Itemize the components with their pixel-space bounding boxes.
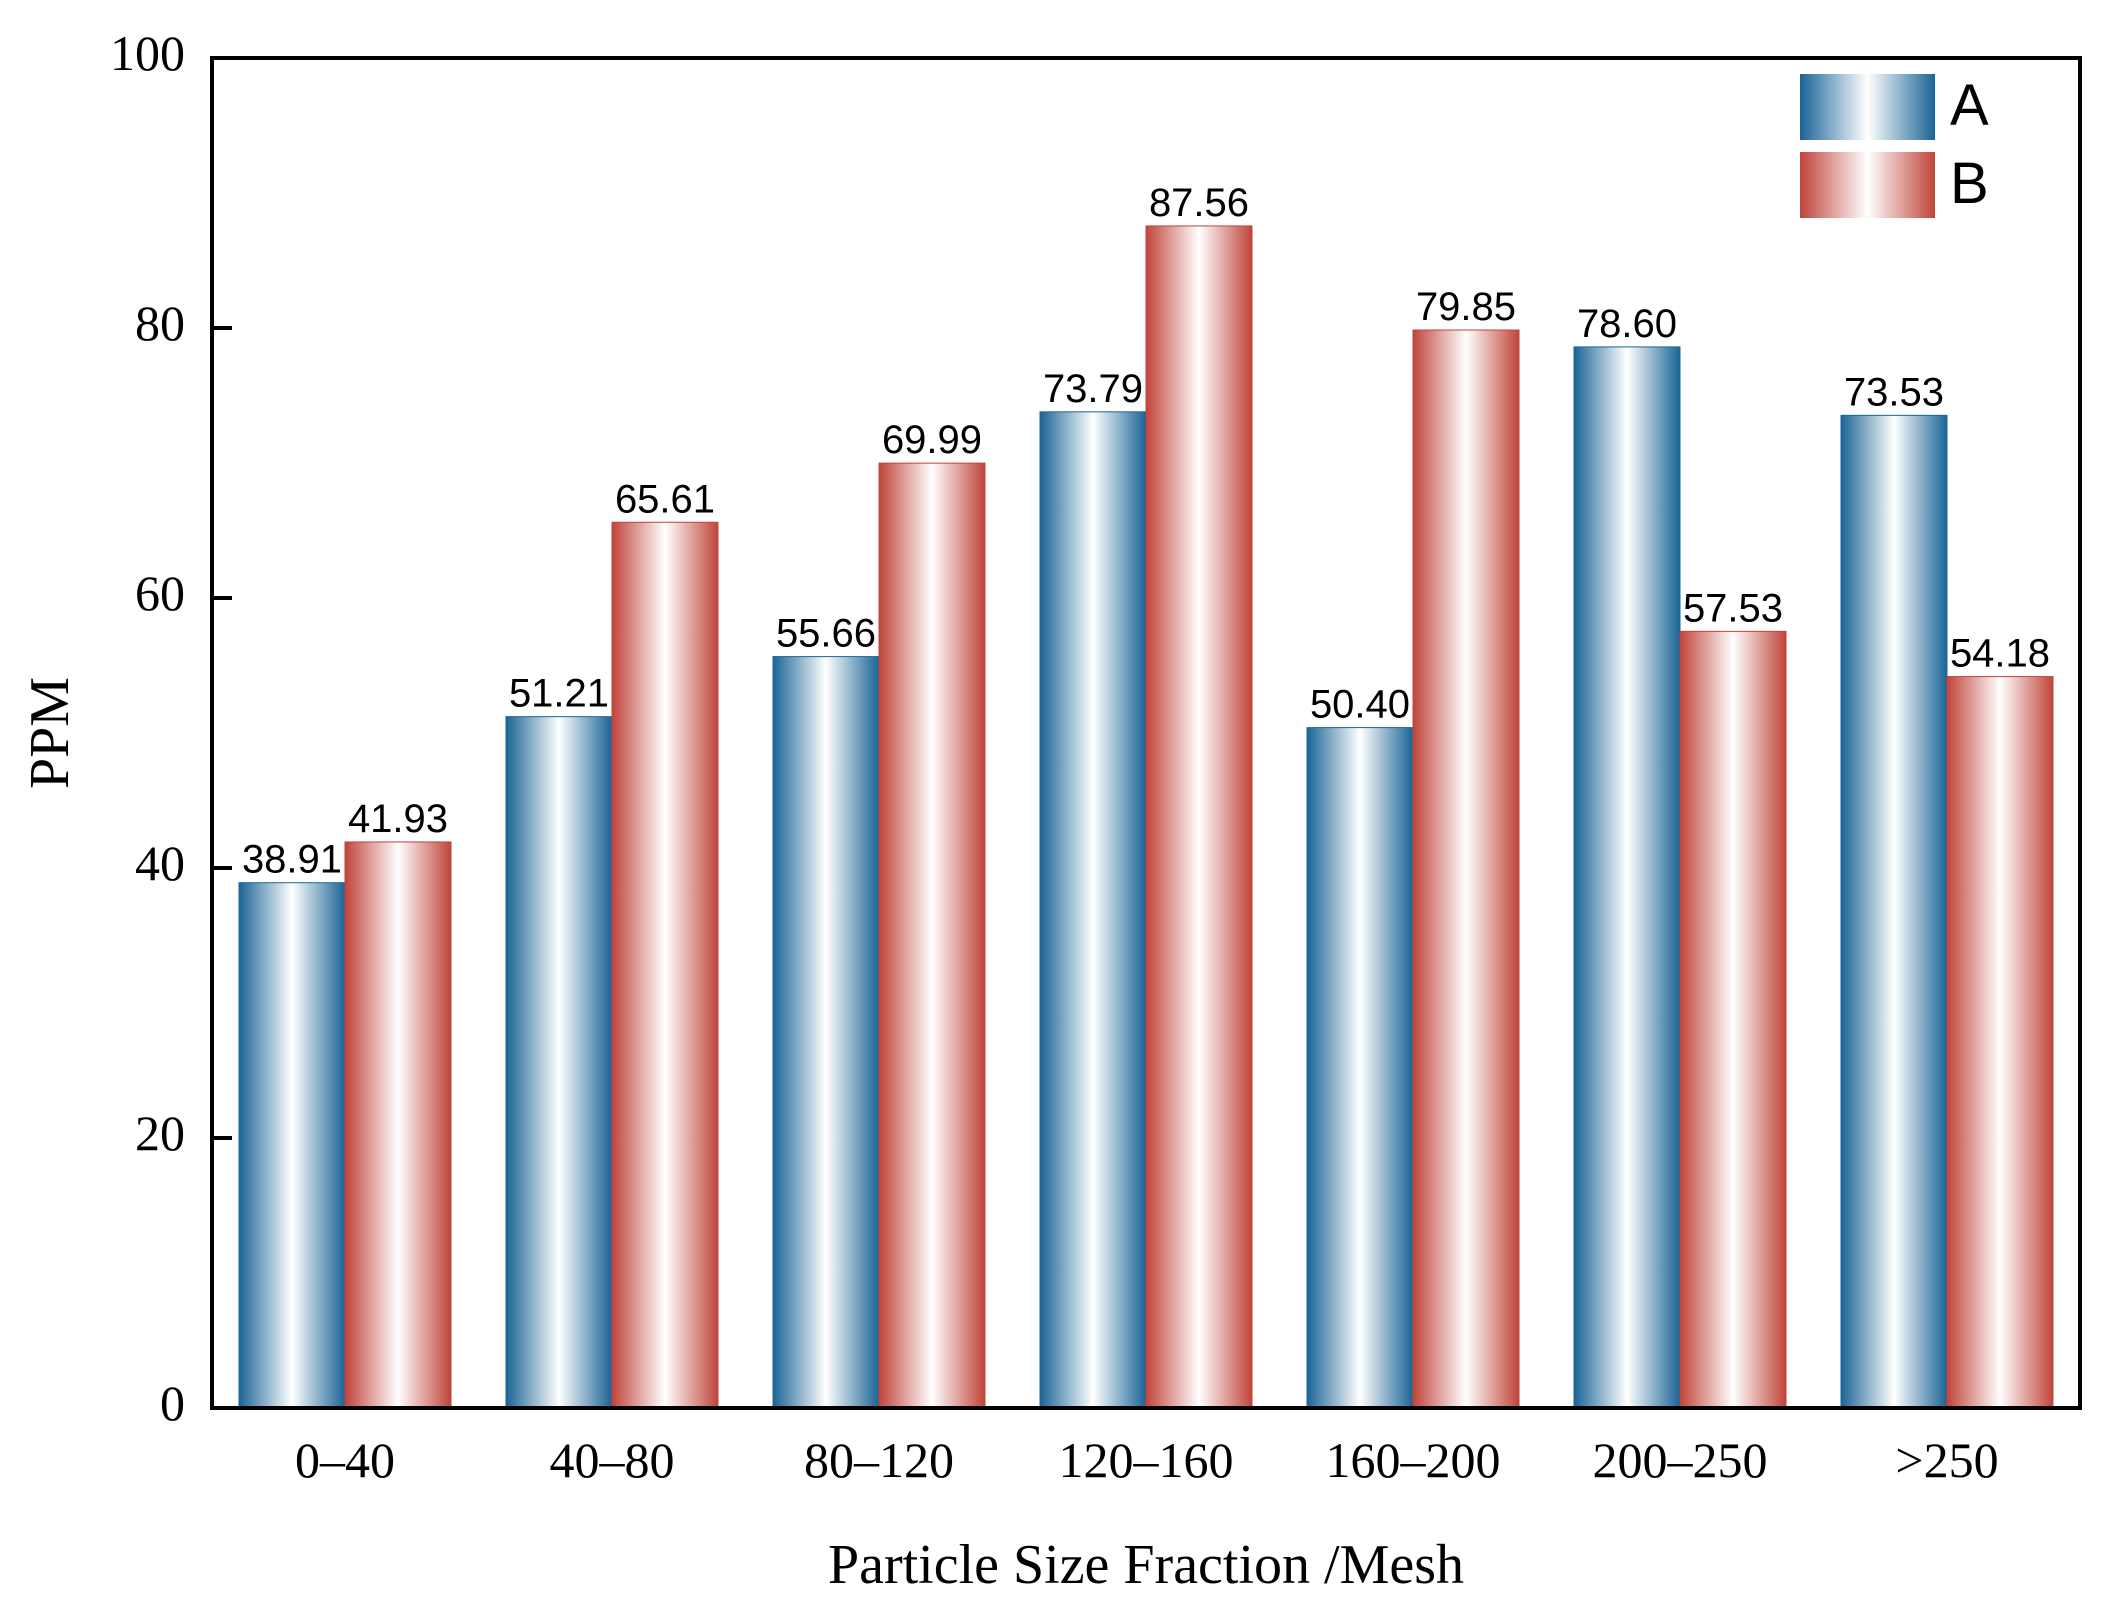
y-tick-label-4: 80 — [135, 295, 185, 351]
bar-b-2 — [878, 462, 986, 1409]
bar-a-3 — [1039, 411, 1147, 1409]
plot-frame — [210, 56, 2082, 1410]
bar-b-1 — [611, 521, 719, 1409]
y-tick-label-1: 20 — [135, 1105, 185, 1161]
data-label-a-5: 78.60 — [1577, 302, 1677, 346]
bar-series-group — [238, 225, 2054, 1409]
data-label-a-3: 73.79 — [1043, 367, 1143, 411]
data-label-b-2: 69.99 — [882, 418, 982, 462]
x-tick-label-5: 200–250 — [1593, 1432, 1768, 1488]
x-tick-label-6: >250 — [1895, 1432, 1998, 1488]
y-tick-label-2: 40 — [135, 835, 185, 891]
bar-b-0 — [344, 841, 452, 1409]
data-label-a-6: 73.53 — [1844, 370, 1944, 414]
bar-a-6 — [1840, 414, 1948, 1409]
bar-b-5 — [1679, 630, 1787, 1409]
data-label-b-3: 87.56 — [1149, 181, 1249, 225]
legend-swatch-b — [1800, 152, 1935, 218]
y-axis-title: PPM — [19, 677, 81, 789]
bar-a-5 — [1573, 346, 1681, 1409]
legend-label-a: A — [1950, 73, 1989, 138]
data-label-a-1: 51.21 — [509, 672, 609, 716]
bar-a-1 — [505, 716, 613, 1409]
data-label-b-5: 57.53 — [1683, 586, 1783, 630]
legend-swatch-a — [1800, 74, 1935, 140]
y-tick-label-0: 0 — [160, 1375, 185, 1431]
legend: A B — [1800, 73, 1989, 218]
x-tick-label-2: 80–120 — [804, 1432, 954, 1488]
bar-a-2 — [772, 656, 880, 1409]
bar-b-4 — [1412, 329, 1520, 1409]
x-axis-ticks: 0–40 40–80 80–120 120–160 160–200 200–250 >250 — [295, 1432, 1999, 1488]
data-label-b-6: 54.18 — [1950, 632, 2050, 676]
x-tick-label-4: 160–200 — [1326, 1432, 1501, 1488]
data-label-b-4: 79.85 — [1416, 285, 1516, 329]
bar-a-0 — [238, 882, 346, 1409]
x-tick-label-0: 0–40 — [295, 1432, 395, 1488]
data-label-b-1: 65.61 — [615, 477, 715, 521]
x-tick-label-1: 40–80 — [550, 1432, 675, 1488]
y-axis-ticks: 0 20 40 60 80 100 — [110, 25, 232, 1431]
y-tick-label-3: 60 — [135, 565, 185, 621]
data-label-b-0: 41.93 — [348, 797, 448, 841]
data-label-a-4: 50.40 — [1310, 683, 1410, 727]
data-label-a-0: 38.91 — [242, 838, 342, 882]
y-tick-label-5: 100 — [110, 25, 185, 81]
data-label-a-2: 55.66 — [776, 612, 876, 656]
x-axis-title: Particle Size Fraction /Mesh — [828, 1534, 1464, 1596]
bar-b-3 — [1145, 225, 1253, 1409]
bar-a-4 — [1306, 727, 1414, 1409]
x-tick-label-3: 120–160 — [1059, 1432, 1234, 1488]
bar-b-6 — [1946, 676, 2054, 1409]
legend-label-b: B — [1950, 151, 1989, 216]
